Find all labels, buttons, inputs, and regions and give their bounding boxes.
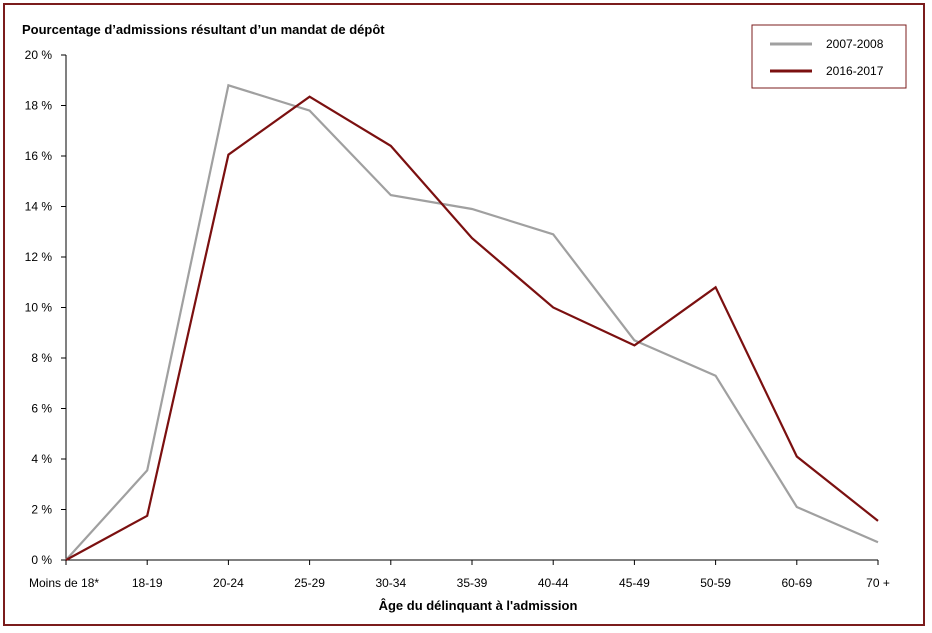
x-axis-title: Âge du délinquant à l'admission (379, 598, 578, 613)
series-layer (65, 83, 879, 561)
series-line-2007-2008 (65, 83, 879, 561)
y-tick-label: 12 % (25, 250, 53, 264)
x-tick-label: 30-34 (375, 576, 406, 590)
y-tick-label: 4 % (31, 452, 52, 466)
y-axis-title: Pourcentage d’admissions résultant d’un … (22, 22, 385, 37)
y-tick-label: 2 % (31, 503, 52, 517)
y-tick-label: 10 % (25, 301, 53, 315)
x-tick-label: Moins de 18* (29, 576, 99, 590)
x-tick-label: 25-29 (294, 576, 325, 590)
legend: 2007-2008 2016-2017 (751, 24, 907, 89)
legend-box (751, 24, 907, 89)
x-tick-label: 70 + (866, 576, 890, 590)
y-tick-label: 16 % (25, 149, 53, 163)
y-tick-label: 8 % (31, 351, 52, 365)
x-tick-label: 45-49 (619, 576, 650, 590)
y-tick-label: 18 % (25, 99, 53, 113)
y-tick-label: 20 % (25, 48, 53, 62)
y-tick-label: 6 % (31, 402, 52, 416)
x-tick-label: 60-69 (781, 576, 812, 590)
legend-label: 2016-2017 (826, 64, 884, 78)
x-tick-label: 20-24 (213, 576, 244, 590)
x-tick-label: 40-44 (538, 576, 569, 590)
axes: 0 % 2 % 4 % 6 % 8 % 10 % 12 % 14 % 16 % 18 % 20 % M… (25, 48, 890, 590)
x-tick-label: 35-39 (457, 576, 488, 590)
x-tick-label: 50-59 (700, 576, 731, 590)
legend-label: 2007-2008 (826, 37, 884, 51)
y-tick-label: 14 % (25, 200, 53, 214)
y-tick-label: 0 % (31, 553, 52, 567)
series-line-2016-2017 (65, 95, 879, 561)
x-tick-label: 18-19 (132, 576, 163, 590)
chart-frame (3, 3, 925, 626)
